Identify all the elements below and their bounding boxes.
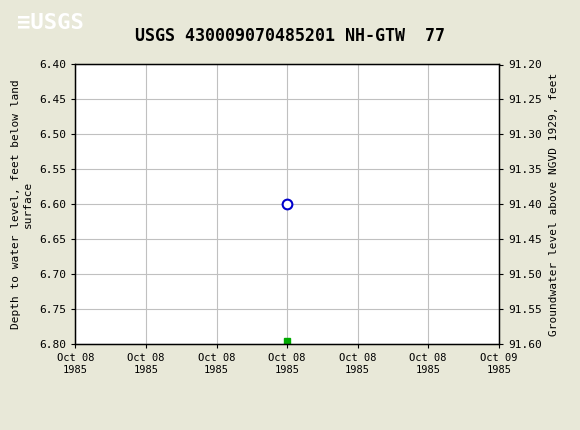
Text: USGS 430009070485201 NH-GTW  77: USGS 430009070485201 NH-GTW 77	[135, 27, 445, 45]
Y-axis label: Groundwater level above NGVD 1929, feet: Groundwater level above NGVD 1929, feet	[549, 73, 559, 336]
Text: ≡USGS: ≡USGS	[17, 12, 84, 33]
Y-axis label: Depth to water level, feet below land
surface: Depth to water level, feet below land su…	[11, 80, 32, 329]
